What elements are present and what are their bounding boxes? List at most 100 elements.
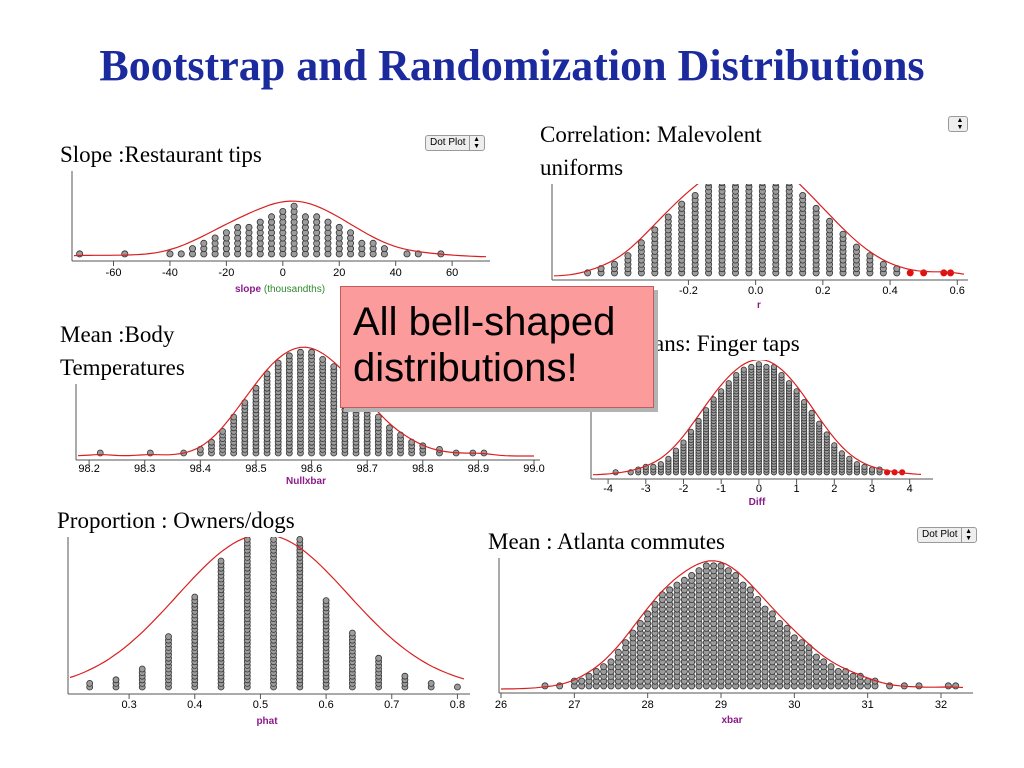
x-tick-label: 98.9 xyxy=(468,463,489,475)
data-dot xyxy=(710,562,718,570)
data-dot xyxy=(401,672,409,680)
data-dot xyxy=(301,213,309,221)
data-dot xyxy=(725,380,732,387)
x-tick-label: 26 xyxy=(495,699,507,711)
density-curve xyxy=(69,533,465,680)
data-dot xyxy=(636,620,644,628)
chart-panel-proportion: 0.3 0.4 0.5 0.6 0.7 0.8 phat xyxy=(64,530,470,730)
chevron-updown-icon: ▲ ▼ xyxy=(960,528,976,542)
x-tick-label: 20 xyxy=(333,267,345,279)
data-dot xyxy=(702,562,710,570)
data-dot xyxy=(165,633,172,640)
x-axis-title: xbar xyxy=(721,715,742,726)
data-dot xyxy=(776,620,784,628)
chart-body-temps: 98.2 98.3 98.4 98.5 98.6 98.7 98.8 98.9 99.0 Null… xyxy=(75,346,545,487)
data-dot xyxy=(838,450,845,457)
data-dot xyxy=(330,363,338,370)
data-dot xyxy=(827,663,835,671)
chart-panel-slope: -60 -40 -20 0 20 40 60 slope (thousandths) Dot … xyxy=(68,135,490,300)
data-dot xyxy=(853,461,861,468)
chart-proportion: 0.3 0.4 0.5 0.6 0.7 0.8 phat xyxy=(67,533,470,727)
data-dot xyxy=(348,629,356,637)
caption-correlation: Correlation: Malevolent uniforms xyxy=(538,118,832,184)
x-tick-label: 0.4 xyxy=(187,699,202,711)
data-dot xyxy=(290,202,298,210)
data-dot xyxy=(541,682,549,690)
data-dot xyxy=(256,218,264,226)
x-tick-label: 0.6 xyxy=(950,285,965,297)
data-dot xyxy=(369,239,377,247)
data-dot xyxy=(245,223,253,231)
data-dot xyxy=(374,413,382,421)
data-dot xyxy=(651,226,659,234)
data-dot xyxy=(436,446,443,453)
chart-panel-body-temps: 98.2 98.3 98.4 98.5 98.6 98.7 98.8 98.9 99.0 Null… xyxy=(66,330,545,490)
x-axis-title: Nullxbar xyxy=(286,476,326,487)
x-tick-label: 4 xyxy=(907,483,913,495)
data-dot xyxy=(812,653,820,661)
chart-atlanta: 26 27 28 29 30 31 32 xbar xyxy=(495,557,973,726)
data-dot xyxy=(177,250,185,258)
data-dot xyxy=(270,535,277,543)
data-dot xyxy=(296,535,304,543)
data-dot xyxy=(112,676,120,684)
data-dot xyxy=(688,572,696,580)
data-dot xyxy=(614,648,622,656)
x-tick-label: 98.5 xyxy=(245,463,266,475)
data-dot xyxy=(217,557,225,565)
data-dot xyxy=(612,469,619,476)
data-dot xyxy=(785,380,793,387)
x-tick-label: 98.2 xyxy=(78,463,99,475)
data-dot xyxy=(665,455,672,462)
data-dot xyxy=(820,658,828,666)
data-dot xyxy=(839,230,847,238)
x-tick-label: -20 xyxy=(218,267,234,279)
data-dot xyxy=(831,442,838,449)
x-tick-label: 0.2 xyxy=(815,285,830,297)
x-tick-label: 1 xyxy=(794,483,800,495)
data-dot xyxy=(826,217,834,225)
data-dot xyxy=(268,213,276,221)
data-dot xyxy=(823,431,830,438)
data-dot xyxy=(740,366,747,373)
data-dot xyxy=(710,396,717,403)
dot-plot-dropdown[interactable]: Dot Plot ▲ ▼ xyxy=(425,135,485,151)
x-tick-label: 0.7 xyxy=(384,699,399,711)
slide-title: Bootstrap and Randomization Distribution… xyxy=(99,41,925,90)
data-dot xyxy=(607,658,615,666)
callout-box: All bell-shaped distributions! xyxy=(340,286,654,408)
data-dot xyxy=(695,417,702,425)
dot-plot-dropdown[interactable]: Dot Plot ▲ ▼ xyxy=(917,527,977,543)
data-dot xyxy=(778,371,785,379)
x-tick-label: 60 xyxy=(446,267,458,279)
x-tick-label: -2 xyxy=(679,483,689,495)
data-dot xyxy=(906,269,914,277)
data-dot xyxy=(799,192,807,200)
x-axis-title: Diff xyxy=(749,497,766,508)
caption-atlanta: Mean : Atlanta commutes xyxy=(486,525,727,558)
x-tick-label: 98.4 xyxy=(190,463,211,475)
data-dot xyxy=(664,213,672,221)
data-dot xyxy=(801,399,808,406)
x-tick-label: 0 xyxy=(756,483,762,495)
plot-type-dropdown[interactable]: ▲ ▼ xyxy=(948,116,968,132)
chart-panel-finger-taps: -4 -3 -2 -1 0 1 2 3 4 Diff xyxy=(585,325,933,510)
data-dot xyxy=(650,463,657,470)
data-dot xyxy=(761,605,769,613)
x-tick-label: 40 xyxy=(390,267,402,279)
data-dot xyxy=(279,208,287,216)
data-dot xyxy=(733,371,740,379)
data-dot xyxy=(454,683,461,691)
data-dot xyxy=(211,234,219,242)
data-dot xyxy=(678,200,686,208)
data-dot xyxy=(578,677,586,685)
x-axis-title: r xyxy=(757,300,761,311)
x-tick-label: 99.0 xyxy=(523,463,544,475)
data-dot xyxy=(644,610,652,618)
data-dot xyxy=(324,218,332,226)
data-dot xyxy=(763,363,770,371)
data-dot xyxy=(222,229,230,237)
data-dot xyxy=(673,581,681,589)
dropdown-label: Dot Plot xyxy=(922,529,958,540)
data-dot xyxy=(808,409,815,417)
